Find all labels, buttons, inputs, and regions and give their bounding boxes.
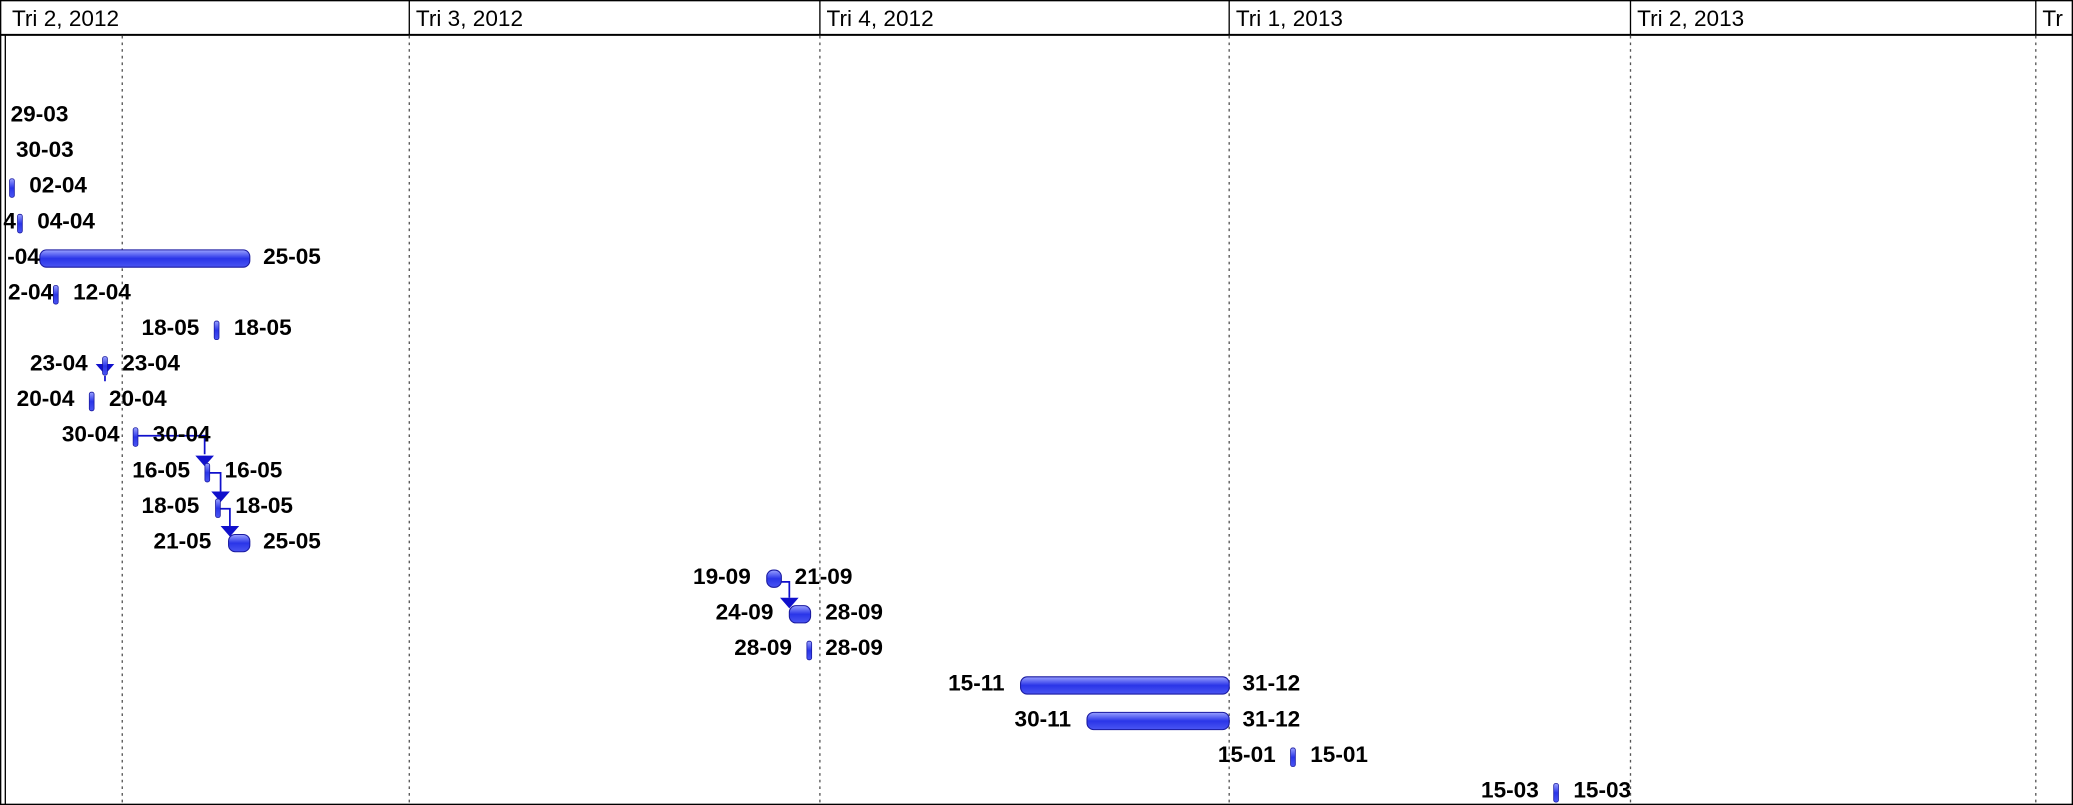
dependency-arrow [211, 491, 230, 503]
end-date: 15-01 [1310, 742, 1368, 767]
timescale-header [0, 0, 2073, 36]
start-date: 24-09 [716, 600, 774, 625]
dependency-arrow [780, 597, 799, 609]
end-date: 30-04 [153, 422, 211, 447]
start-date: 23-04 [30, 351, 88, 376]
end-date: 23-04 [122, 351, 180, 376]
start-date: 18-05 [142, 493, 200, 518]
end-date: 25-05 [263, 244, 321, 269]
column-label: Tri 3, 2012 [416, 6, 523, 31]
task-bar [788, 605, 812, 624]
end-date: 25-05 [263, 528, 321, 553]
dependency-arrow [220, 526, 240, 537]
dependency-link [135, 434, 206, 455]
milestone [102, 356, 108, 376]
milestone [132, 427, 139, 447]
start-date: 16-05 [132, 457, 190, 482]
end-date: 20-04 [109, 386, 167, 411]
end-date: 16-05 [225, 457, 283, 482]
end-date: 18-05 [235, 493, 293, 518]
milestone [17, 213, 23, 234]
end-date: 15-03 [1573, 777, 1631, 802]
dependency-arrow [195, 455, 214, 467]
milestone [1290, 747, 1296, 767]
column-label: Tr [2042, 6, 2063, 31]
start-date: 19-09 [693, 564, 751, 589]
milestone [213, 320, 220, 341]
milestone [215, 498, 221, 518]
start-date: -04 [7, 244, 40, 269]
column-label: Tri 4, 2012 [827, 6, 934, 31]
start-date: 21-05 [154, 528, 212, 553]
start-date: 30-04 [62, 422, 120, 447]
milestone [806, 640, 813, 661]
milestone [9, 178, 15, 198]
milestone [88, 391, 95, 412]
dependency-link [217, 507, 231, 527]
column-label: Tri 2, 2012 [12, 6, 119, 31]
milestone [204, 462, 211, 483]
start-date: 20-04 [17, 386, 75, 411]
task-bar [1086, 711, 1230, 731]
start-date: 18-05 [142, 315, 200, 340]
column-label: Tri 1, 2013 [1236, 6, 1343, 31]
start-date: 29-03 [11, 102, 69, 127]
end-date: 28-09 [825, 635, 883, 660]
end-date: 04-04 [37, 208, 95, 233]
end-date: 21-09 [795, 564, 853, 589]
task-bar [1020, 676, 1230, 695]
milestone [1553, 783, 1559, 803]
task-bar [766, 569, 782, 588]
end-date: 28-09 [825, 600, 883, 625]
start-date: 30-03 [16, 137, 74, 162]
task-bar [39, 249, 251, 268]
start-date: 28-09 [734, 635, 792, 660]
dependency-link [207, 472, 222, 492]
start-date: 2-04 [8, 279, 54, 304]
end-date: 31-12 [1242, 671, 1300, 696]
end-date: 18-05 [234, 315, 292, 340]
end-date: 12-04 [73, 279, 131, 304]
start-date: 15-11 [948, 671, 1005, 696]
task-bar [228, 533, 251, 553]
milestone [53, 285, 59, 305]
end-date: 02-04 [29, 173, 87, 198]
start-date: 30-11 [1015, 706, 1072, 731]
start-date: 4 [3, 208, 16, 233]
end-date: 31-12 [1242, 706, 1300, 731]
start-date: 15-01 [1218, 742, 1276, 767]
start-date: 15-03 [1481, 777, 1539, 802]
column-label: Tri 2, 2013 [1637, 6, 1744, 31]
